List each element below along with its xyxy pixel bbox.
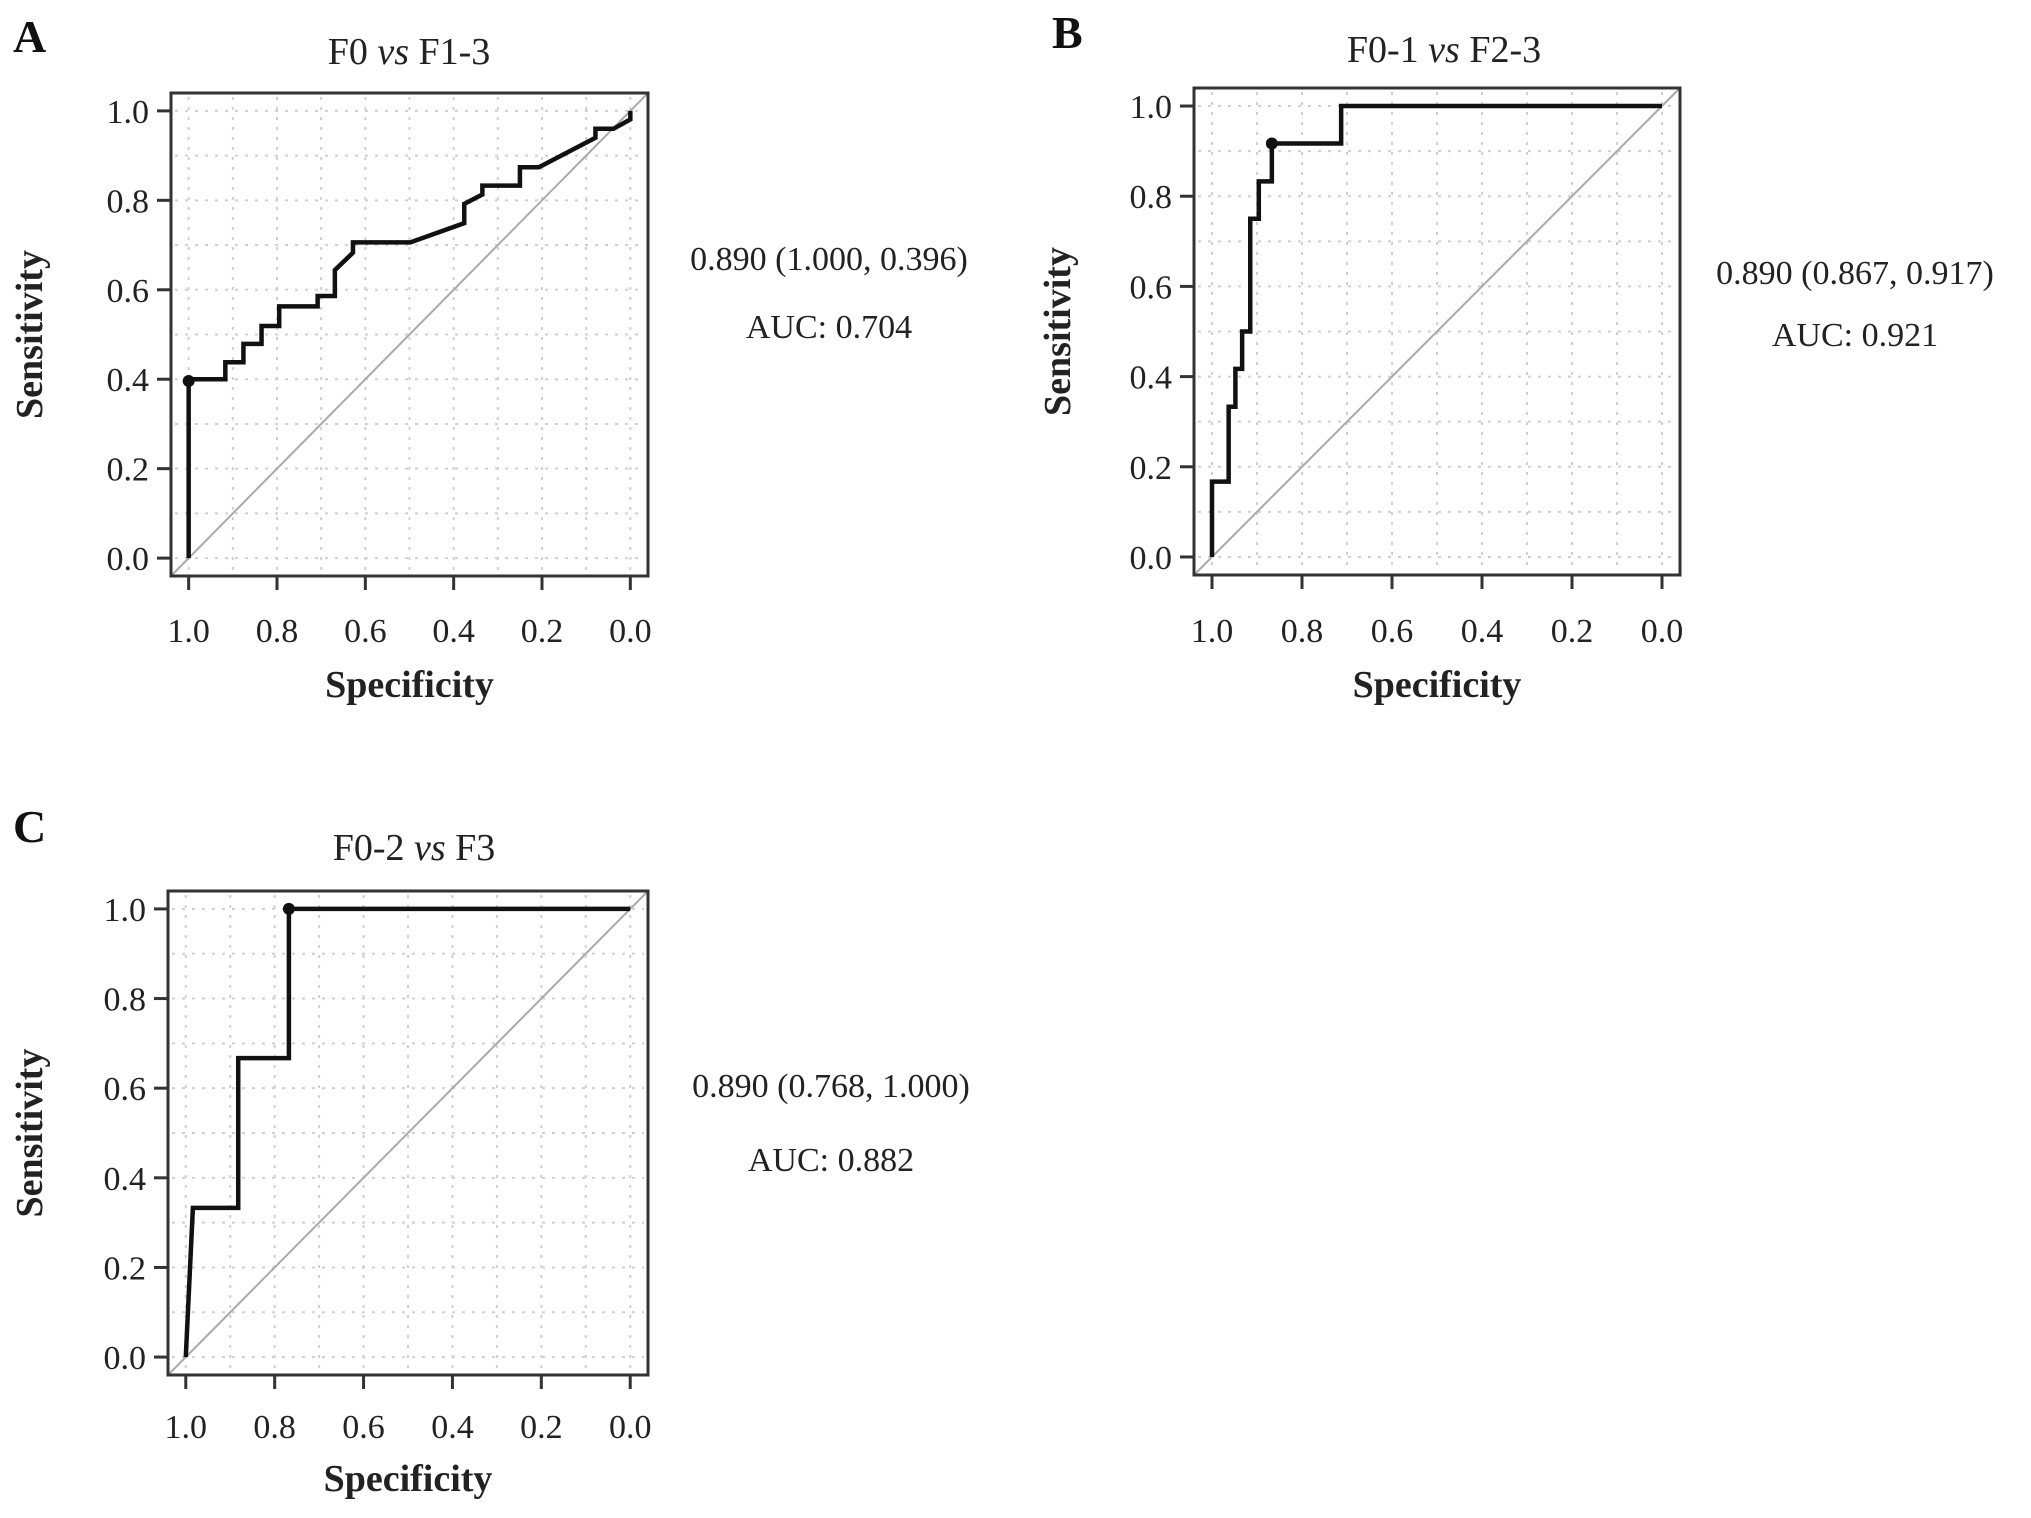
panel-title: F0-2 vs F3	[333, 827, 496, 869]
x-tick-label: 0.0	[1641, 613, 1684, 650]
plot-frame	[169, 91, 650, 578]
panel-b: 1.0 0.8 0.6 0.4 0.2 0.0 0.0 0.2 0.4 0.6 0.8 1.0 B F0-…	[1037, 7, 1994, 706]
y-tick-label: 0.8	[107, 183, 150, 220]
panel-label: A	[13, 11, 46, 62]
plot-frame	[166, 889, 650, 1377]
threshold-annotation: 0.890 (0.768, 1.000)	[692, 1068, 970, 1105]
y-axis-label: Sensitivity	[9, 1049, 51, 1218]
roc-curve	[1209, 103, 1662, 557]
auc-annotation: AUC: 0.704	[746, 309, 912, 346]
x-tick-label: 0.8	[253, 1409, 296, 1446]
x-tick-label: 0.2	[1551, 613, 1594, 650]
x-tick-label: 1.0	[1191, 613, 1234, 650]
y-tick-label: 0.8	[104, 982, 147, 1019]
x-tick-label: 0.4	[1461, 613, 1504, 650]
y-tick-label: 0.2	[1130, 450, 1173, 487]
y-tick-label: 1.0	[107, 94, 150, 131]
x-axis-label: Specificity	[325, 664, 494, 706]
title-part: F1-3	[409, 31, 490, 73]
y-tick-label: 0.4	[104, 1161, 147, 1198]
reference-diagonal	[1193, 87, 1681, 576]
x-tick-label: 1.0	[165, 1409, 208, 1446]
panel-title: F0-1 vs F2-3	[1347, 29, 1541, 71]
reference-diagonal	[170, 92, 649, 577]
threshold-point	[1265, 137, 1278, 150]
title-vs: vs	[377, 31, 409, 73]
panel-label: B	[1052, 7, 1083, 58]
x-tick-label: 1.0	[167, 613, 210, 650]
title-part: F3	[446, 827, 496, 869]
y-tick-label: 0.0	[107, 541, 150, 578]
x-tick-label: 0.8	[256, 613, 299, 650]
y-tick-label: 0.6	[104, 1071, 147, 1108]
y-tick-label: 1.0	[1130, 89, 1173, 126]
reference-diagonal	[167, 890, 649, 1376]
y-tick-label: 0.2	[104, 1250, 147, 1287]
threshold-annotation: 0.890 (1.000, 0.396)	[690, 241, 968, 278]
x-tick-label: 0.2	[520, 1409, 563, 1446]
x-tick-label: 0.2	[521, 613, 564, 650]
panel-c: 1.0 0.8 0.6 0.4 0.2 0.0 0.0 0.2 0.4 0.6 0.8 1.0 C F0-…	[9, 801, 970, 1500]
title-part: F2-3	[1460, 29, 1541, 71]
y-tick-label: 0.2	[107, 452, 150, 489]
title-part: F0	[328, 31, 378, 73]
x-tick-label: 0.0	[609, 613, 652, 650]
title-vs: vs	[1428, 29, 1460, 71]
panel-title: F0 vs F1-3	[328, 31, 491, 73]
y-tick-label: 1.0	[104, 892, 147, 929]
title-vs: vs	[414, 827, 446, 869]
auc-annotation: AUC: 0.921	[1772, 317, 1938, 354]
roc-curve	[186, 110, 633, 559]
y-tick-label: 0.4	[1130, 360, 1173, 397]
y-tick-label: 0.0	[1130, 540, 1173, 577]
x-tick-label: 0.4	[431, 1409, 474, 1446]
x-tick-label: 0.6	[1371, 613, 1414, 650]
title-part: F0-2	[333, 827, 414, 869]
x-tick-label: 0.6	[342, 1409, 385, 1446]
threshold-point	[282, 902, 295, 915]
x-axis-label: Specificity	[1353, 664, 1522, 706]
threshold-annotation: 0.890 (0.867, 0.917)	[1716, 255, 1994, 292]
y-axis-label: Sensitivity	[1037, 247, 1079, 416]
title-part: F0-1	[1347, 29, 1428, 71]
panel-a: 1.0 0.8 0.6 0.4 0.2 0.0 0.0 0.2 0.4 0.6 0.8 1.0 A F0 …	[9, 11, 968, 706]
y-tick-label: 0.8	[1130, 179, 1173, 216]
y-tick-label: 0.6	[1130, 269, 1173, 306]
plot-frame	[1192, 86, 1682, 577]
y-tick-label: 0.0	[104, 1340, 147, 1377]
y-tick-label: 0.6	[107, 273, 150, 310]
x-tick-label: 0.8	[1281, 613, 1324, 650]
threshold-point	[182, 375, 195, 388]
panel-label: C	[13, 801, 46, 852]
y-axis-label: Sensitivity	[9, 250, 51, 419]
x-tick-label: 0.0	[609, 1409, 652, 1446]
x-axis-label: Specificity	[324, 1458, 493, 1500]
x-tick-label: 0.6	[344, 613, 387, 650]
x-tick-label: 0.4	[432, 613, 475, 650]
y-tick-label: 0.4	[107, 362, 150, 399]
auc-annotation: AUC: 0.882	[748, 1142, 914, 1179]
